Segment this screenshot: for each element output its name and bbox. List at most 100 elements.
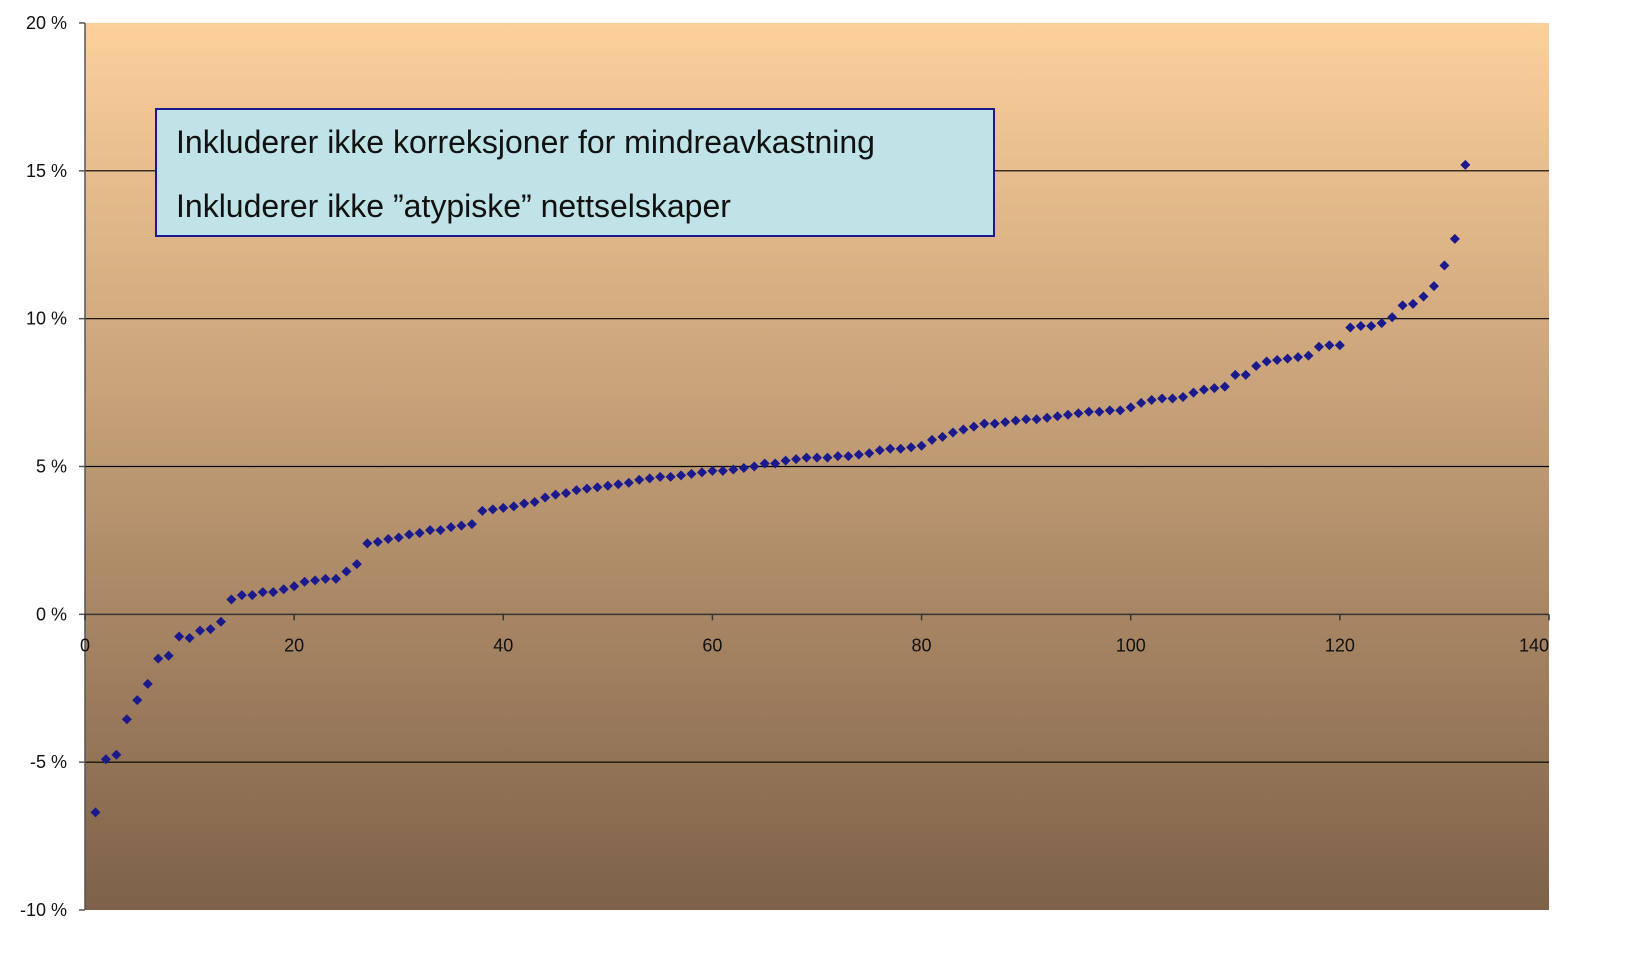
data-point [1188,387,1199,398]
y-tick-label: 5 % [36,457,67,477]
data-point [1282,353,1293,364]
annotation-background [155,108,995,237]
data-point [916,440,927,451]
data-point [791,454,802,465]
data-point [655,471,666,482]
axes [79,22,1550,911]
data-point [446,522,456,533]
data-point [1178,392,1188,403]
x-tick-labels: 0 20 40 60 80 100 120 140 [80,635,1549,655]
data-point [927,434,938,445]
data-point [696,467,707,478]
data-point [362,538,373,549]
data-point [937,431,948,442]
data-point [738,462,749,473]
data-point [1000,417,1011,428]
data-point [236,590,247,601]
x-tick-label: 140 [1519,635,1549,655]
data-point [1408,298,1419,309]
data-point [1261,356,1272,367]
data-point [121,714,132,725]
data-point [895,443,906,454]
data-point [1418,291,1429,302]
data-point [1198,384,1209,395]
data-point [665,471,676,482]
data-point [822,452,833,463]
y-tick-labels: -10 % -5 % 0 % 5 % 10 % 15 % 20 % [20,13,67,920]
data-point [958,424,969,435]
data-point [749,461,760,472]
data-point [979,418,990,429]
data-point [885,443,896,454]
data-point [728,464,739,475]
data-point [1167,393,1178,404]
data-point [1387,312,1398,323]
data-point [372,536,383,547]
data-point [602,480,613,491]
data-point [1428,281,1439,292]
data-point [634,474,645,485]
data-point [1366,321,1377,332]
data-point [613,479,624,490]
data-point [780,455,791,466]
y-tick-label: 15 % [26,161,67,181]
data-point [864,448,875,459]
data-point [770,458,781,469]
data-point [1293,352,1304,363]
y-tick-label: 10 % [26,309,67,329]
data-point [132,695,143,706]
data-point [195,625,206,636]
x-tick-label: 0 [80,635,90,655]
data-point [111,749,122,760]
data-point [1125,402,1136,413]
data-point [215,616,226,627]
y-tick-label: 20 % [26,13,67,33]
data-point [623,477,634,488]
data-point [707,465,718,476]
data-point [247,590,258,601]
data-point [571,485,582,496]
data-point [142,678,153,689]
data-point [874,445,885,456]
y-tick-label: 0 % [36,604,67,624]
data-point [1021,414,1032,425]
data-point [1240,369,1251,380]
data-point [686,468,697,479]
data-point [1209,383,1220,394]
data-point [477,505,488,516]
data-point [989,418,1000,429]
data-point [498,502,509,513]
data-point [812,452,822,463]
data-point [226,594,237,605]
data-point [853,449,864,460]
x-tick-label: 60 [702,635,722,655]
data-point [1115,405,1126,416]
data-point [508,501,519,512]
data-point [174,631,185,642]
data-point [341,566,352,577]
data-point [529,496,540,507]
annotation-line-1: Inkluderer ikke korreksjoner for mindrea… [176,124,875,160]
data-point [425,525,436,536]
data-point [1449,233,1460,244]
data-point [184,632,195,643]
data-point [1355,321,1366,332]
data-point [289,581,300,592]
x-tick-label: 40 [493,635,513,655]
data-point [456,520,467,531]
data-point [1062,409,1073,420]
x-tick-label: 20 [284,635,304,655]
data-point [1460,159,1471,170]
data-point [1219,381,1230,392]
data-point [257,587,268,598]
data-point [1251,360,1262,371]
data-point [1345,322,1356,333]
data-point [1146,394,1157,405]
data-point [759,458,770,469]
data-point [1376,318,1387,329]
data-point [278,584,289,595]
data-point [100,754,111,765]
data-point [832,451,843,462]
